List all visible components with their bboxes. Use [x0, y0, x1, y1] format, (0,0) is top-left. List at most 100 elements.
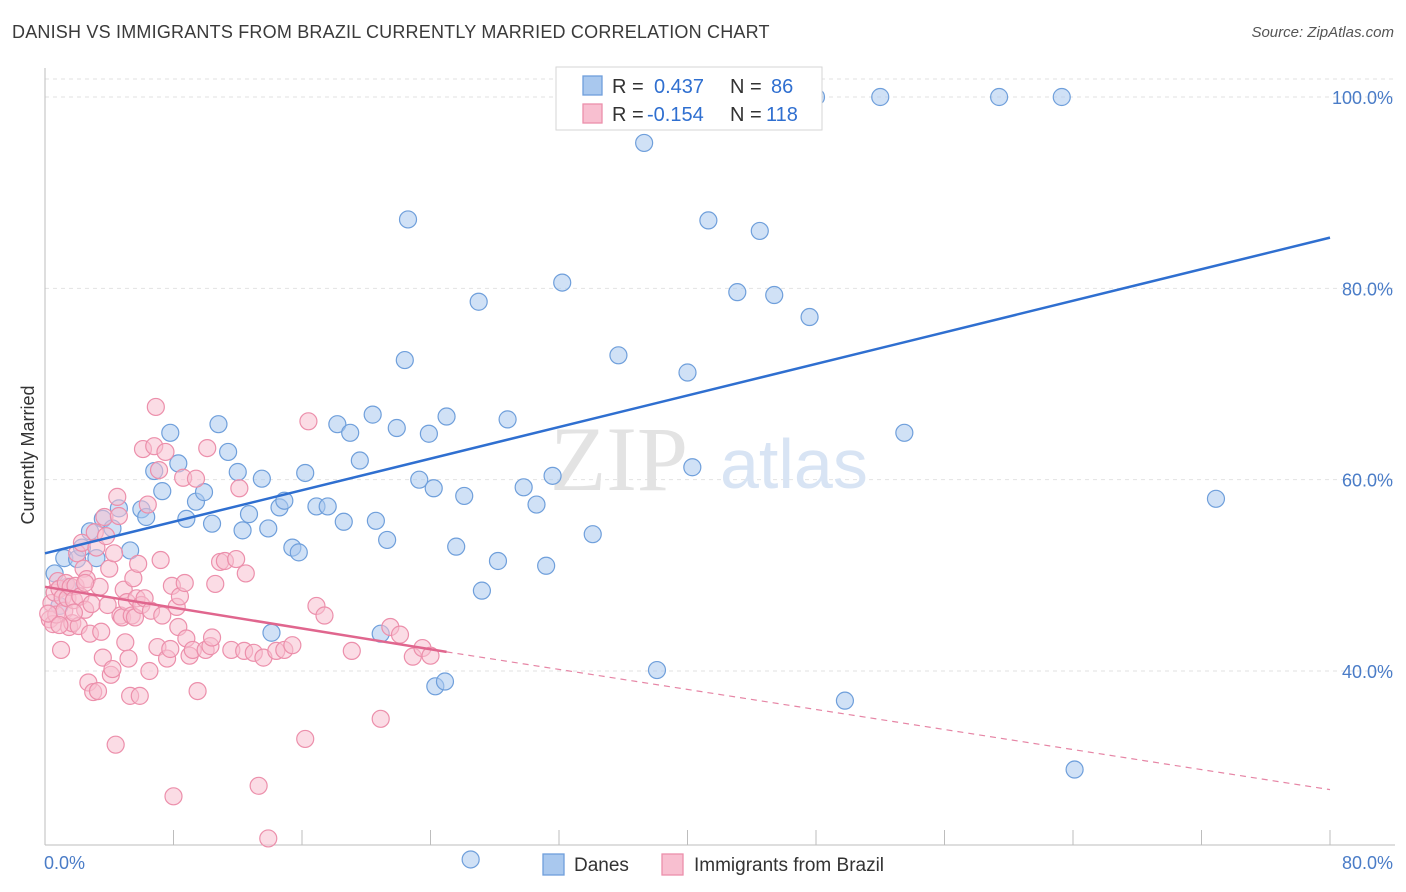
trend-line-danes — [44, 236, 1331, 555]
data-point-danes — [209, 415, 228, 434]
data-point-danes — [219, 442, 238, 462]
y-tick-label: 80.0% — [1342, 279, 1393, 299]
data-point-brazil — [198, 438, 217, 458]
data-point-brazil — [51, 640, 71, 660]
data-point-danes — [328, 415, 347, 434]
data-point-danes — [194, 483, 214, 502]
data-point-brazil — [103, 659, 122, 679]
bottom-legend-label-danes: Danes — [574, 855, 629, 876]
data-point-brazil — [156, 442, 175, 462]
data-point-danes — [153, 482, 172, 501]
data-point-danes — [1206, 489, 1226, 508]
data-point-danes — [728, 283, 747, 302]
data-point-danes — [398, 210, 418, 229]
data-point-danes — [334, 512, 353, 531]
data-point-danes — [461, 850, 480, 869]
chart-title: DANISH VS IMMIGRANTS FROM BRAZIL CURRENT… — [12, 22, 770, 42]
data-point-brazil — [299, 412, 318, 431]
y-tick-label: 100.0% — [1332, 88, 1393, 108]
data-point-brazil — [82, 594, 101, 614]
data-point-danes — [1065, 760, 1084, 779]
data-point-brazil — [186, 469, 206, 488]
data-point-danes — [678, 363, 697, 382]
data-point-danes — [583, 525, 602, 544]
data-point-brazil — [283, 636, 302, 655]
data-point-danes — [424, 479, 443, 498]
data-point-danes — [635, 133, 654, 153]
data-point-danes — [800, 307, 819, 327]
y-tick-label: 40.0% — [1342, 662, 1393, 682]
data-point-danes — [341, 423, 360, 442]
y-tick-labels: 40.0% 60.0% 80.0% 100.0% — [1332, 88, 1393, 682]
data-point-danes — [472, 581, 491, 600]
data-point-brazil — [236, 564, 255, 583]
data-point-danes — [410, 470, 429, 489]
y-tick-label: 60.0% — [1342, 471, 1393, 491]
data-point-danes — [699, 211, 718, 230]
data-point-danes — [537, 556, 556, 575]
x-tick-label: 80.0% — [1342, 853, 1393, 873]
data-point-danes — [895, 423, 914, 442]
trend-lines — [44, 236, 1331, 791]
legend-r-value-brazil: -0.154 — [647, 104, 704, 126]
data-point-brazil — [188, 681, 207, 701]
data-point-danes — [750, 221, 769, 241]
watermark-atlas: atlas — [720, 425, 868, 503]
data-point-brazil — [227, 549, 246, 569]
data-point-brazil — [149, 461, 169, 480]
data-point-brazil — [151, 550, 170, 570]
legend-swatch-danes — [582, 75, 603, 96]
data-point-danes — [289, 543, 308, 562]
data-point-danes — [259, 519, 278, 538]
data-point-danes — [683, 458, 702, 477]
data-point-danes — [1052, 87, 1071, 107]
data-point-brazil — [175, 573, 194, 593]
data-point-brazil — [109, 506, 128, 526]
data-point-brazil — [230, 479, 249, 498]
data-point-danes — [395, 350, 414, 370]
data-point-danes — [498, 410, 517, 429]
data-point-brazil — [64, 603, 84, 622]
data-point-brazil — [421, 646, 440, 665]
data-point-danes — [990, 87, 1009, 107]
data-point-danes — [647, 660, 667, 680]
bottom-legend-swatch-brazil — [661, 853, 684, 876]
trend-line-brazil-extension — [446, 651, 1331, 791]
data-point-danes — [514, 478, 533, 497]
data-point-danes — [447, 537, 466, 556]
data-point-danes — [262, 623, 281, 642]
series-legend: Danes Immigrants from Brazil — [542, 853, 884, 876]
data-point-danes — [387, 418, 406, 438]
data-point-brazil — [116, 633, 135, 652]
data-point-brazil — [206, 574, 225, 594]
data-point-brazil — [100, 559, 119, 578]
legend-swatch-brazil — [582, 103, 603, 124]
data-point-brazil — [390, 625, 410, 644]
data-point-brazil — [164, 787, 183, 806]
data-point-danes — [252, 469, 271, 488]
data-point-brazil — [50, 615, 69, 635]
data-point-brazil — [104, 544, 124, 563]
data-points — [39, 87, 1226, 869]
data-point-brazil — [146, 397, 165, 417]
data-point-danes — [835, 691, 855, 710]
data-point-danes — [871, 87, 890, 107]
data-point-danes — [350, 451, 369, 470]
data-point-brazil — [76, 573, 95, 593]
data-point-brazil — [138, 495, 157, 514]
data-point-brazil — [259, 829, 278, 848]
data-point-danes — [543, 466, 562, 485]
data-point-brazil — [108, 487, 127, 506]
x-tick-label: 0.0% — [44, 853, 85, 873]
data-point-brazil — [119, 649, 138, 668]
legend-r-label-danes: R = — [612, 76, 644, 98]
source-label: Source: ZipAtlas.com — [1251, 24, 1394, 41]
data-point-danes — [765, 285, 784, 305]
data-point-danes — [609, 346, 628, 365]
watermark: ZIP atlas — [550, 408, 868, 510]
data-point-brazil — [92, 622, 111, 641]
data-point-brazil — [140, 661, 159, 681]
data-point-brazil — [39, 604, 58, 623]
legend-n-label-brazil: N = — [730, 104, 762, 126]
